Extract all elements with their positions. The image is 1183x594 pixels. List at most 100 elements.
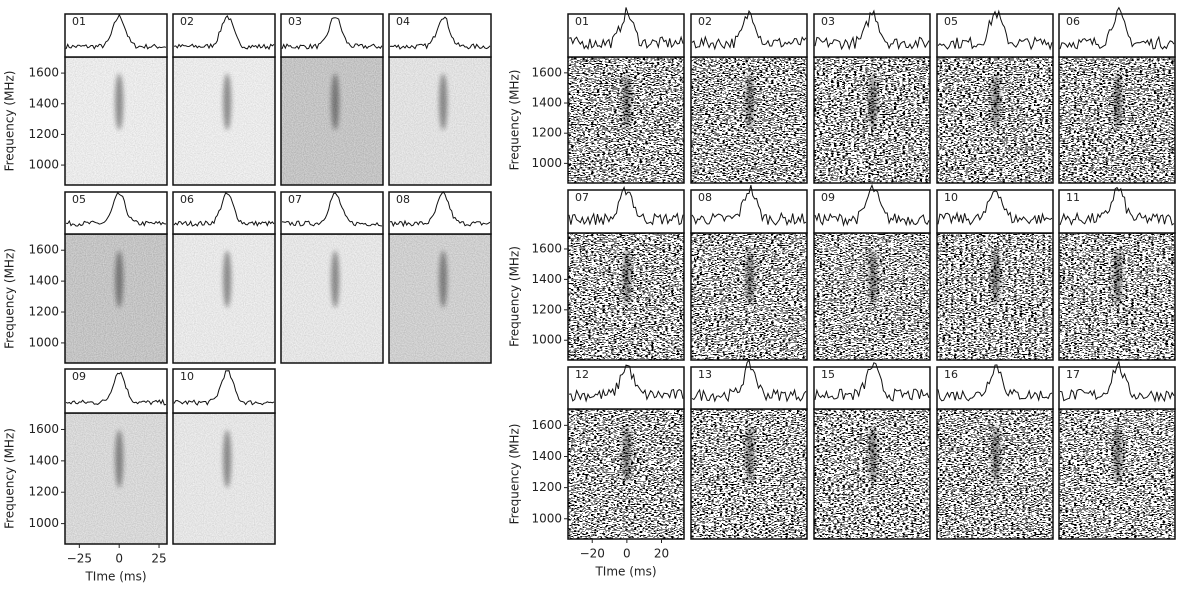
y-tick-label: 1600 [28, 66, 59, 80]
burst [1113, 73, 1122, 129]
y-tick-label: 1400 [28, 453, 59, 467]
burst [622, 73, 631, 129]
profile [568, 185, 684, 226]
y-tick-label: 1600 [531, 418, 562, 432]
panel-label: 06 [180, 193, 194, 206]
y-axis-label: Frequency (MHz) [3, 428, 17, 529]
y-tick-label: 1400 [531, 449, 562, 463]
burst [331, 250, 340, 308]
y-tick-label: 1200 [531, 126, 562, 140]
profile [389, 190, 491, 228]
profile-frame [567, 13, 685, 58]
panel-label: 02 [180, 15, 194, 28]
panel-label: 04 [396, 15, 410, 28]
burst [745, 425, 754, 484]
waterfall [281, 234, 383, 363]
profile [814, 183, 930, 227]
profile-frame [388, 191, 492, 235]
profile-frame [1058, 366, 1176, 410]
panel-label: 09 [821, 191, 835, 204]
panel-label: 15 [821, 368, 835, 381]
profile [389, 16, 491, 50]
profile [937, 190, 1053, 226]
panel-label: 05 [72, 193, 86, 206]
profile [281, 192, 383, 227]
y-axis-label: Frequency (MHz) [508, 424, 522, 525]
y-tick-label: 1200 [28, 127, 59, 141]
profile-frame [567, 189, 685, 234]
waterfall [173, 57, 275, 185]
y-tick-label: 1200 [531, 302, 562, 316]
profile [1059, 186, 1175, 226]
x-tick-label: 0 [623, 547, 631, 561]
burst [439, 73, 448, 130]
profile [281, 17, 383, 50]
profile [173, 192, 275, 227]
y-tick-label: 1400 [28, 274, 59, 288]
profile-frame [936, 13, 1054, 58]
profile-frame [1058, 13, 1176, 58]
burst [991, 73, 1000, 129]
burst [991, 249, 1000, 306]
burst [115, 250, 124, 308]
profile [691, 9, 807, 51]
y-tick-label: 1200 [531, 480, 562, 494]
panel-label: 07 [288, 193, 302, 206]
profile [1059, 359, 1175, 403]
profile [937, 364, 1053, 402]
profile [568, 364, 684, 403]
y-tick-label: 1200 [28, 305, 59, 319]
y-tick-label: 1600 [28, 243, 59, 257]
panel-label: 16 [944, 368, 958, 381]
burst [745, 249, 754, 306]
y-tick-label: 1000 [531, 333, 562, 347]
panel-label: 13 [698, 368, 712, 381]
panel-label: 08 [698, 191, 712, 204]
profile [814, 9, 930, 51]
panel-label: 06 [1066, 15, 1080, 28]
panel-label: 01 [72, 15, 86, 28]
burst [622, 249, 631, 306]
profile-frame [64, 191, 168, 235]
panel-label: 12 [575, 368, 589, 381]
panel-label: 03 [288, 15, 302, 28]
x-tick-label: −20 [580, 547, 605, 561]
y-tick-label: 1600 [28, 422, 59, 436]
profile-frame [172, 191, 276, 235]
waterfall [173, 234, 275, 363]
panel-label: 05 [944, 15, 958, 28]
profile [691, 358, 807, 403]
profile-frame [690, 189, 808, 234]
burst [868, 425, 877, 484]
y-tick-label: 1000 [28, 335, 59, 349]
profile [65, 371, 167, 406]
y-tick-label: 1200 [28, 485, 59, 499]
waterfall [173, 413, 275, 544]
profile [568, 7, 684, 51]
profile-frame [280, 13, 384, 58]
waterfall [389, 57, 491, 185]
profile [937, 9, 1053, 51]
burst [223, 250, 232, 308]
profile [1059, 6, 1175, 50]
profile-frame [813, 189, 931, 234]
profile-frame [690, 366, 808, 410]
profile-frame [388, 13, 492, 58]
burst [868, 73, 877, 129]
profile-frame [1058, 189, 1176, 234]
burst [115, 430, 124, 488]
panel-label: 17 [1066, 368, 1080, 381]
y-tick-label: 1000 [28, 516, 59, 530]
profile-frame [813, 366, 931, 410]
burst [991, 425, 1000, 484]
profile [814, 362, 930, 402]
waterfall [65, 57, 167, 185]
x-axis-label: TIme (ms) [594, 565, 656, 579]
x-axis-label: TIme (ms) [84, 570, 146, 584]
profile [691, 184, 807, 227]
profile-frame [690, 13, 808, 58]
y-tick-label: 1000 [531, 156, 562, 170]
profile-frame [936, 366, 1054, 410]
x-tick-label: 0 [115, 552, 123, 566]
